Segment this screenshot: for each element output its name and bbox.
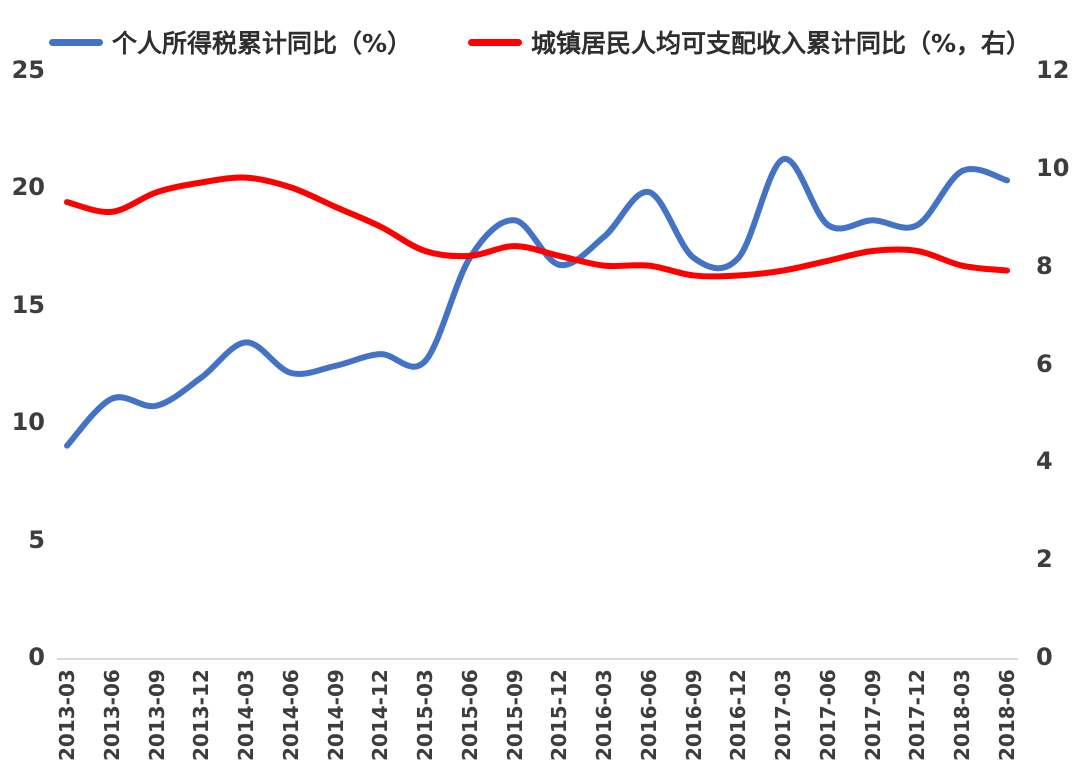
x-axis-tick-2015-06: 2015-06	[457, 669, 482, 761]
right-axis-tick-12: 12	[1036, 56, 1070, 84]
legend-item-personal-income-tax: 个人所得税累计同比（%）	[48, 24, 412, 60]
left-axis-tick-25: 25	[11, 56, 45, 84]
x-axis-tick-2016-06: 2016-06	[636, 669, 661, 761]
left-axis-tick-15: 15	[11, 290, 45, 319]
x-axis-tick-2017-03: 2017-03	[771, 669, 796, 761]
right-axis-tick-8: 8	[1036, 251, 1053, 280]
left-axis-tick-20: 20	[11, 173, 45, 202]
x-axis-tick-2013-06: 2013-06	[99, 669, 124, 761]
x-axis-tick-2013-09: 2013-09	[144, 669, 169, 761]
x-axis-tick-2016-09: 2016-09	[681, 669, 706, 761]
x-axis-tick-2018-03: 2018-03	[950, 669, 975, 761]
right-axis-tick-4: 4	[1036, 447, 1053, 476]
right-axis-tick-2: 2	[1036, 545, 1053, 574]
x-axis-tick-2013-12: 2013-12	[189, 669, 214, 761]
x-axis-tick-2014-09: 2014-09	[323, 669, 348, 761]
x-axis-tick-2014-12: 2014-12	[368, 669, 393, 761]
left-axis-tick-0: 0	[28, 643, 45, 671]
legend-label-urban-disposable-income: 城镇居民人均可支配收入累计同比（%，右）	[531, 29, 1032, 58]
x-axis-tick-2017-09: 2017-09	[860, 669, 885, 761]
red-line-swatch	[468, 38, 522, 46]
x-axis-tick-2014-06: 2014-06	[278, 669, 303, 761]
x-axis-tick-2016-03: 2016-03	[592, 669, 617, 761]
blue-series-line	[64, 156, 1010, 449]
x-axis-tick-2015-09: 2015-09	[502, 669, 527, 761]
x-axis-tick-2014-03: 2014-03	[234, 669, 259, 761]
right-axis-tick-10: 10	[1036, 153, 1070, 182]
x-axis-tick-2013-03: 2013-03	[55, 669, 79, 761]
right-axis-tick-0: 0	[1036, 643, 1053, 671]
right-axis-tick-6: 6	[1036, 349, 1053, 378]
chart-legend: 个人所得税累计同比（%） 城镇居民人均可支配收入累计同比（%，右）	[0, 24, 1080, 60]
x-axis-tick-2017-06: 2017-06	[815, 669, 840, 761]
blue-line-swatch	[48, 38, 103, 46]
left-axis-tick-5: 5	[28, 525, 45, 554]
legend-item-urban-disposable-income: 城镇居民人均可支配收入累计同比（%，右）	[468, 24, 1031, 60]
red-series-line	[64, 174, 1010, 280]
left-axis-tick-10: 10	[11, 408, 45, 437]
x-axis-tick-2015-12: 2015-12	[547, 669, 572, 761]
legend-label-personal-income-tax: 个人所得税累计同比（%）	[111, 29, 412, 58]
x-axis-tick-2018-06: 2018-06	[995, 669, 1019, 761]
x-axis-tick-2016-12: 2016-12	[726, 669, 751, 761]
x-axis-tick-2017-12: 2017-12	[905, 669, 930, 761]
x-axis-tick-2015-03: 2015-03	[413, 669, 438, 761]
